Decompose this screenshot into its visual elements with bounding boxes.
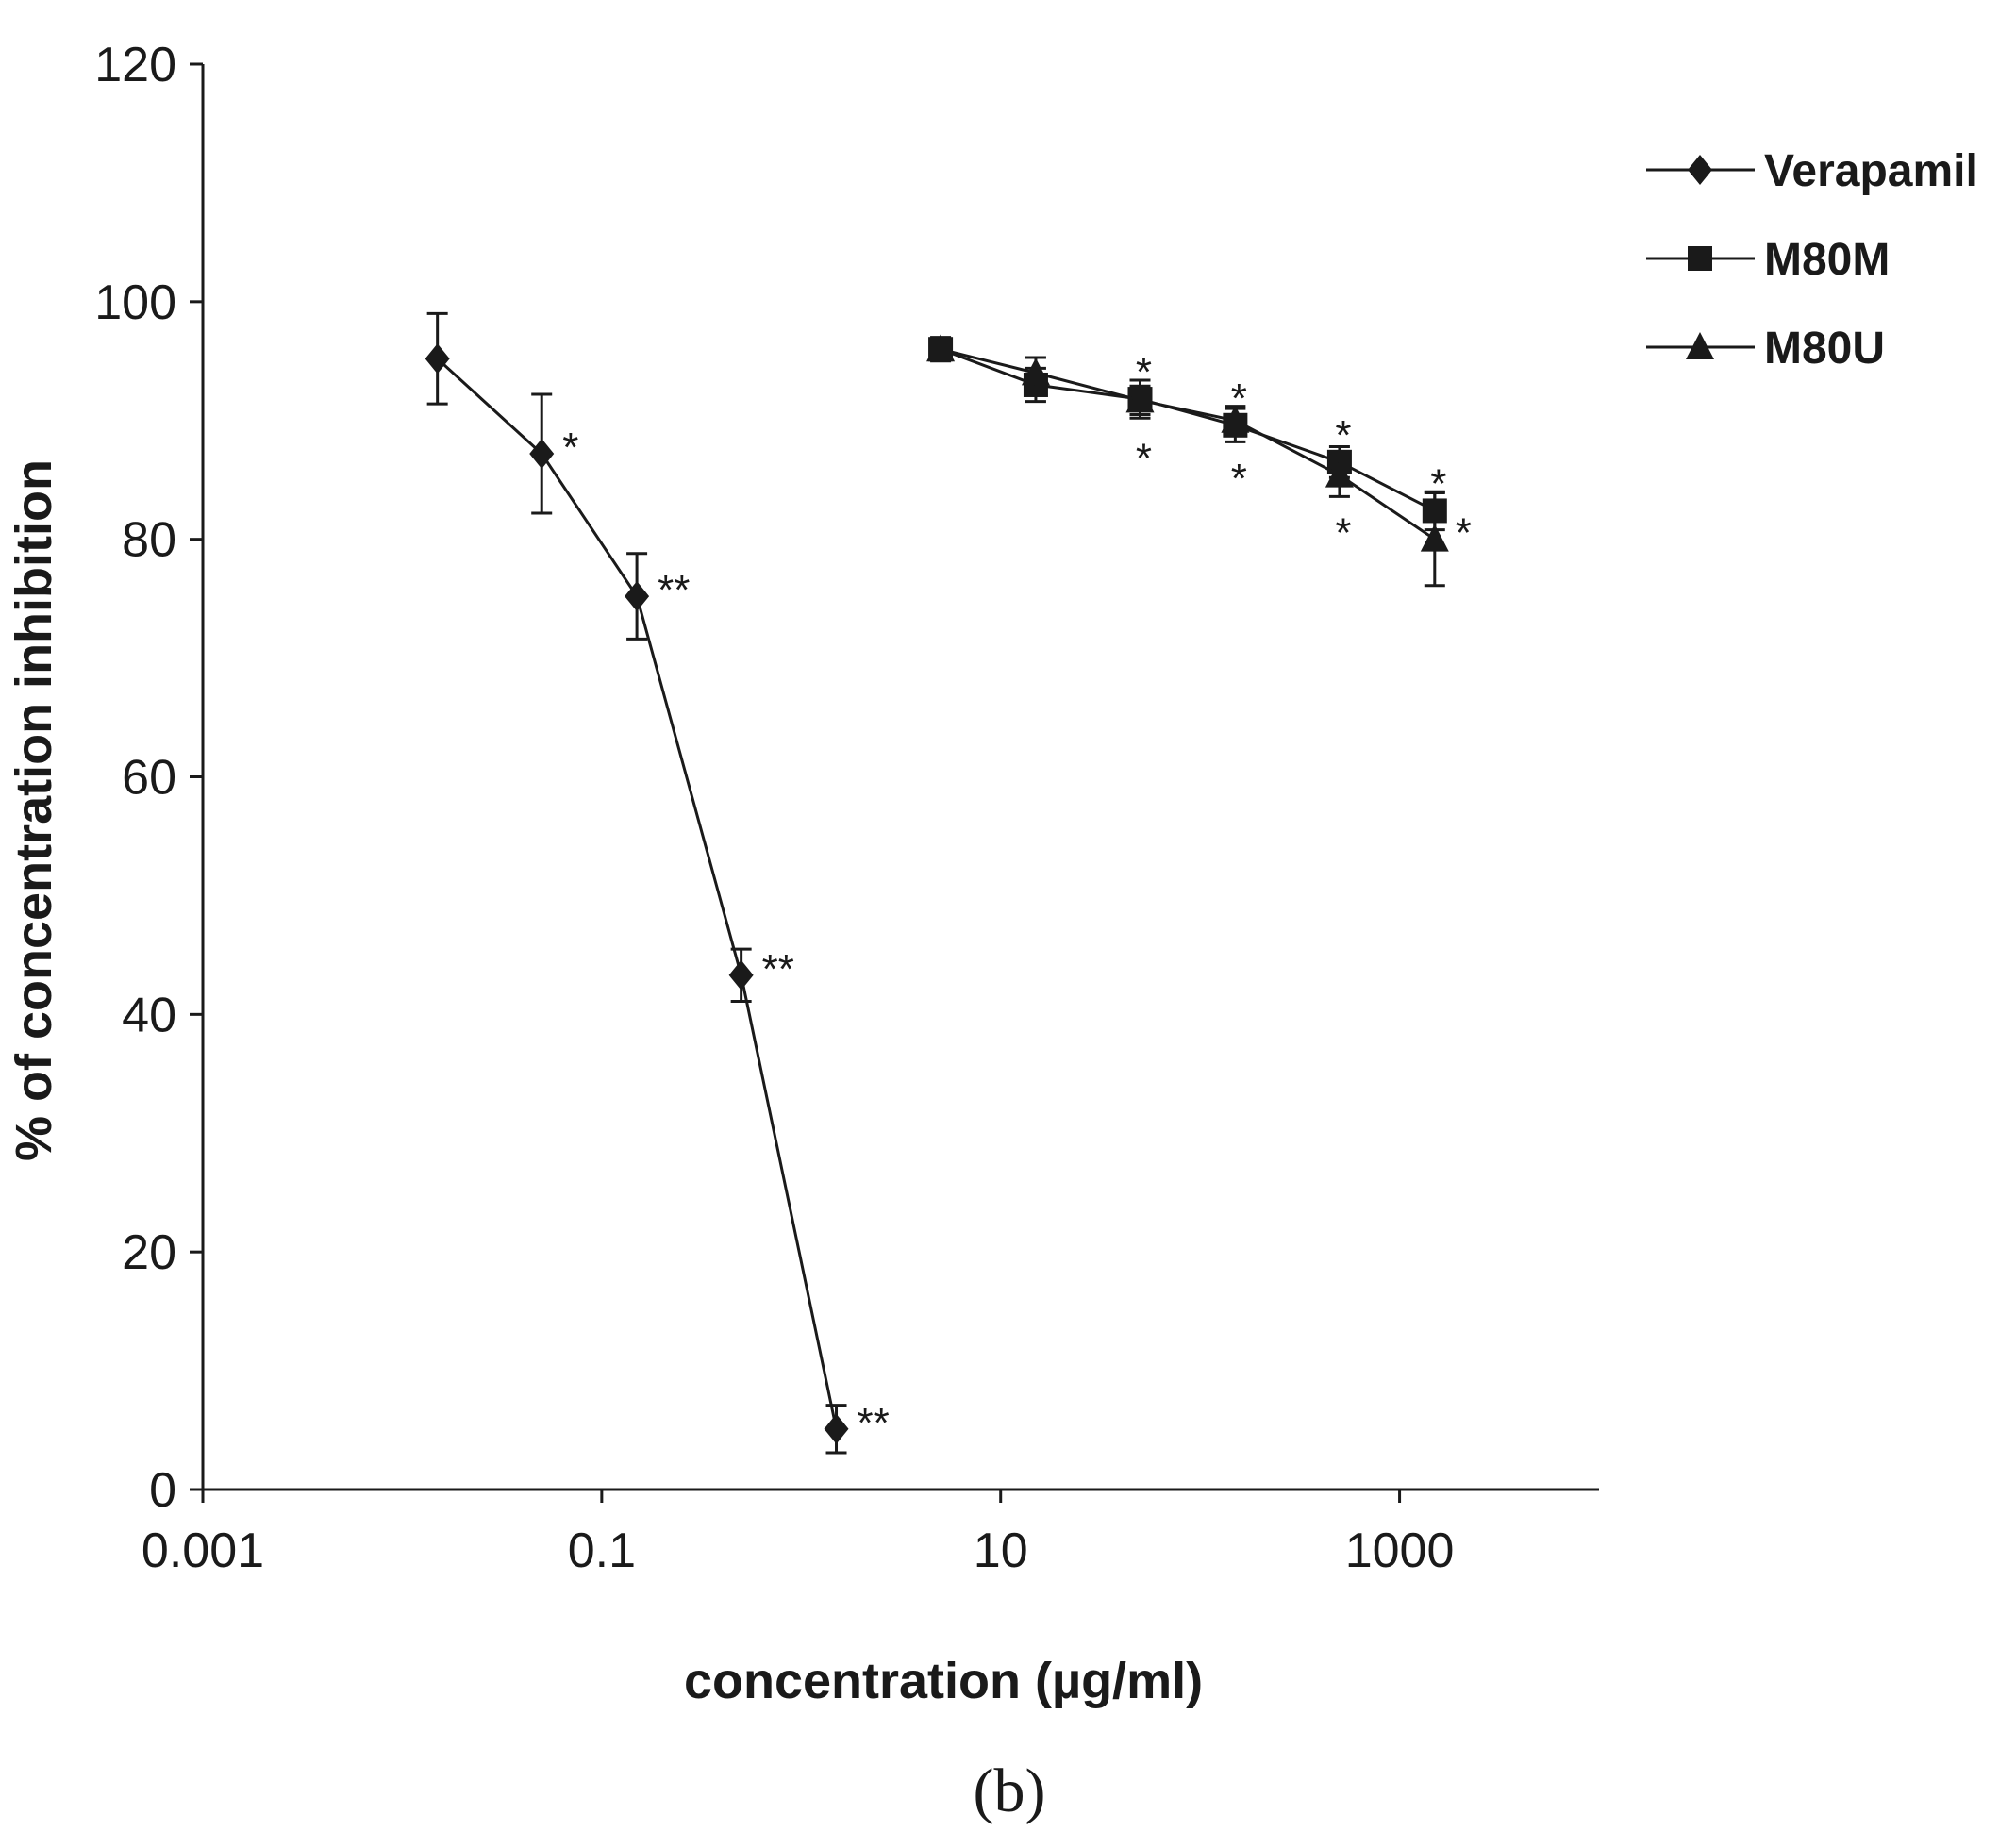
triangle-marker	[1420, 524, 1449, 552]
series-line-m80u	[940, 347, 1436, 541]
x-tick-label: 0.001	[142, 1523, 264, 1578]
x-axis-title: concentration (µg/ml)	[684, 1653, 1203, 1709]
y-tick-label: 100	[94, 275, 176, 330]
triangle-marker	[1325, 459, 1354, 488]
diamond-marker	[529, 439, 555, 470]
legend-square-marker	[1688, 246, 1712, 271]
axes	[201, 64, 1599, 1491]
diamond-marker	[625, 581, 650, 612]
x-tick-label: 1000	[1345, 1523, 1455, 1578]
legend-label: M80M	[1764, 235, 1890, 285]
significance-label: *	[1136, 435, 1152, 481]
y-axis-title: % of concentration inhibition	[6, 459, 62, 1161]
legend-triangle-marker	[1686, 332, 1714, 359]
significance-label: **	[658, 567, 690, 613]
y-tick-label: 120	[94, 38, 176, 92]
panel-label: (b)	[974, 1756, 1046, 1825]
y-tick-label: 20	[122, 1225, 176, 1280]
significance-label: **	[762, 946, 794, 992]
triangle-marker	[1221, 405, 1250, 433]
diamond-marker	[824, 1413, 849, 1444]
y-tick-label: 0	[149, 1463, 176, 1518]
series-verapamil: *******	[425, 311, 890, 1455]
legend-item-verapamil: Verapamil	[1646, 146, 1978, 196]
y-tick-label: 40	[122, 988, 176, 1042]
diamond-marker	[728, 959, 754, 991]
x-tick-label: 10	[974, 1523, 1028, 1578]
y-tick-label: 60	[122, 751, 176, 806]
significance-label: *	[1430, 460, 1446, 507]
significance-label: *	[1231, 456, 1247, 502]
triangle-marker	[926, 334, 956, 362]
y-tick-label: 80	[122, 513, 176, 568]
diamond-marker	[425, 343, 450, 375]
significance-label: *	[1335, 412, 1351, 458]
significance-label: **	[858, 1400, 890, 1446]
x-axis-ticks: 0.001 0.1 10 1000	[142, 1490, 1454, 1578]
triangle-marker	[1125, 385, 1155, 413]
series-layer: ************ ** *	[425, 311, 1472, 1455]
significance-label: *	[1456, 510, 1472, 557]
series-m80u: * ** *	[926, 334, 1472, 588]
x-tick-label: 0.1	[568, 1523, 636, 1578]
legend-item-m80u: M80U	[1646, 324, 1885, 374]
series-line-verapamil	[436, 358, 838, 1430]
legend-diamond-marker	[1688, 155, 1712, 185]
triangle-marker	[1021, 358, 1050, 386]
legend-item-m80m: M80M	[1646, 235, 1890, 285]
series-line-m80m	[940, 347, 1436, 512]
y-axis-ticks: 0 20 40 60 80 100 120	[94, 38, 203, 1518]
legend-label: M80U	[1764, 324, 1885, 374]
legend-label: Verapamil	[1764, 146, 1978, 196]
legend: Verapamil M80M M80U	[1646, 146, 1978, 374]
significance-label: *	[1335, 510, 1351, 557]
significance-label: *	[1136, 349, 1152, 395]
significance-label: *	[562, 425, 578, 471]
